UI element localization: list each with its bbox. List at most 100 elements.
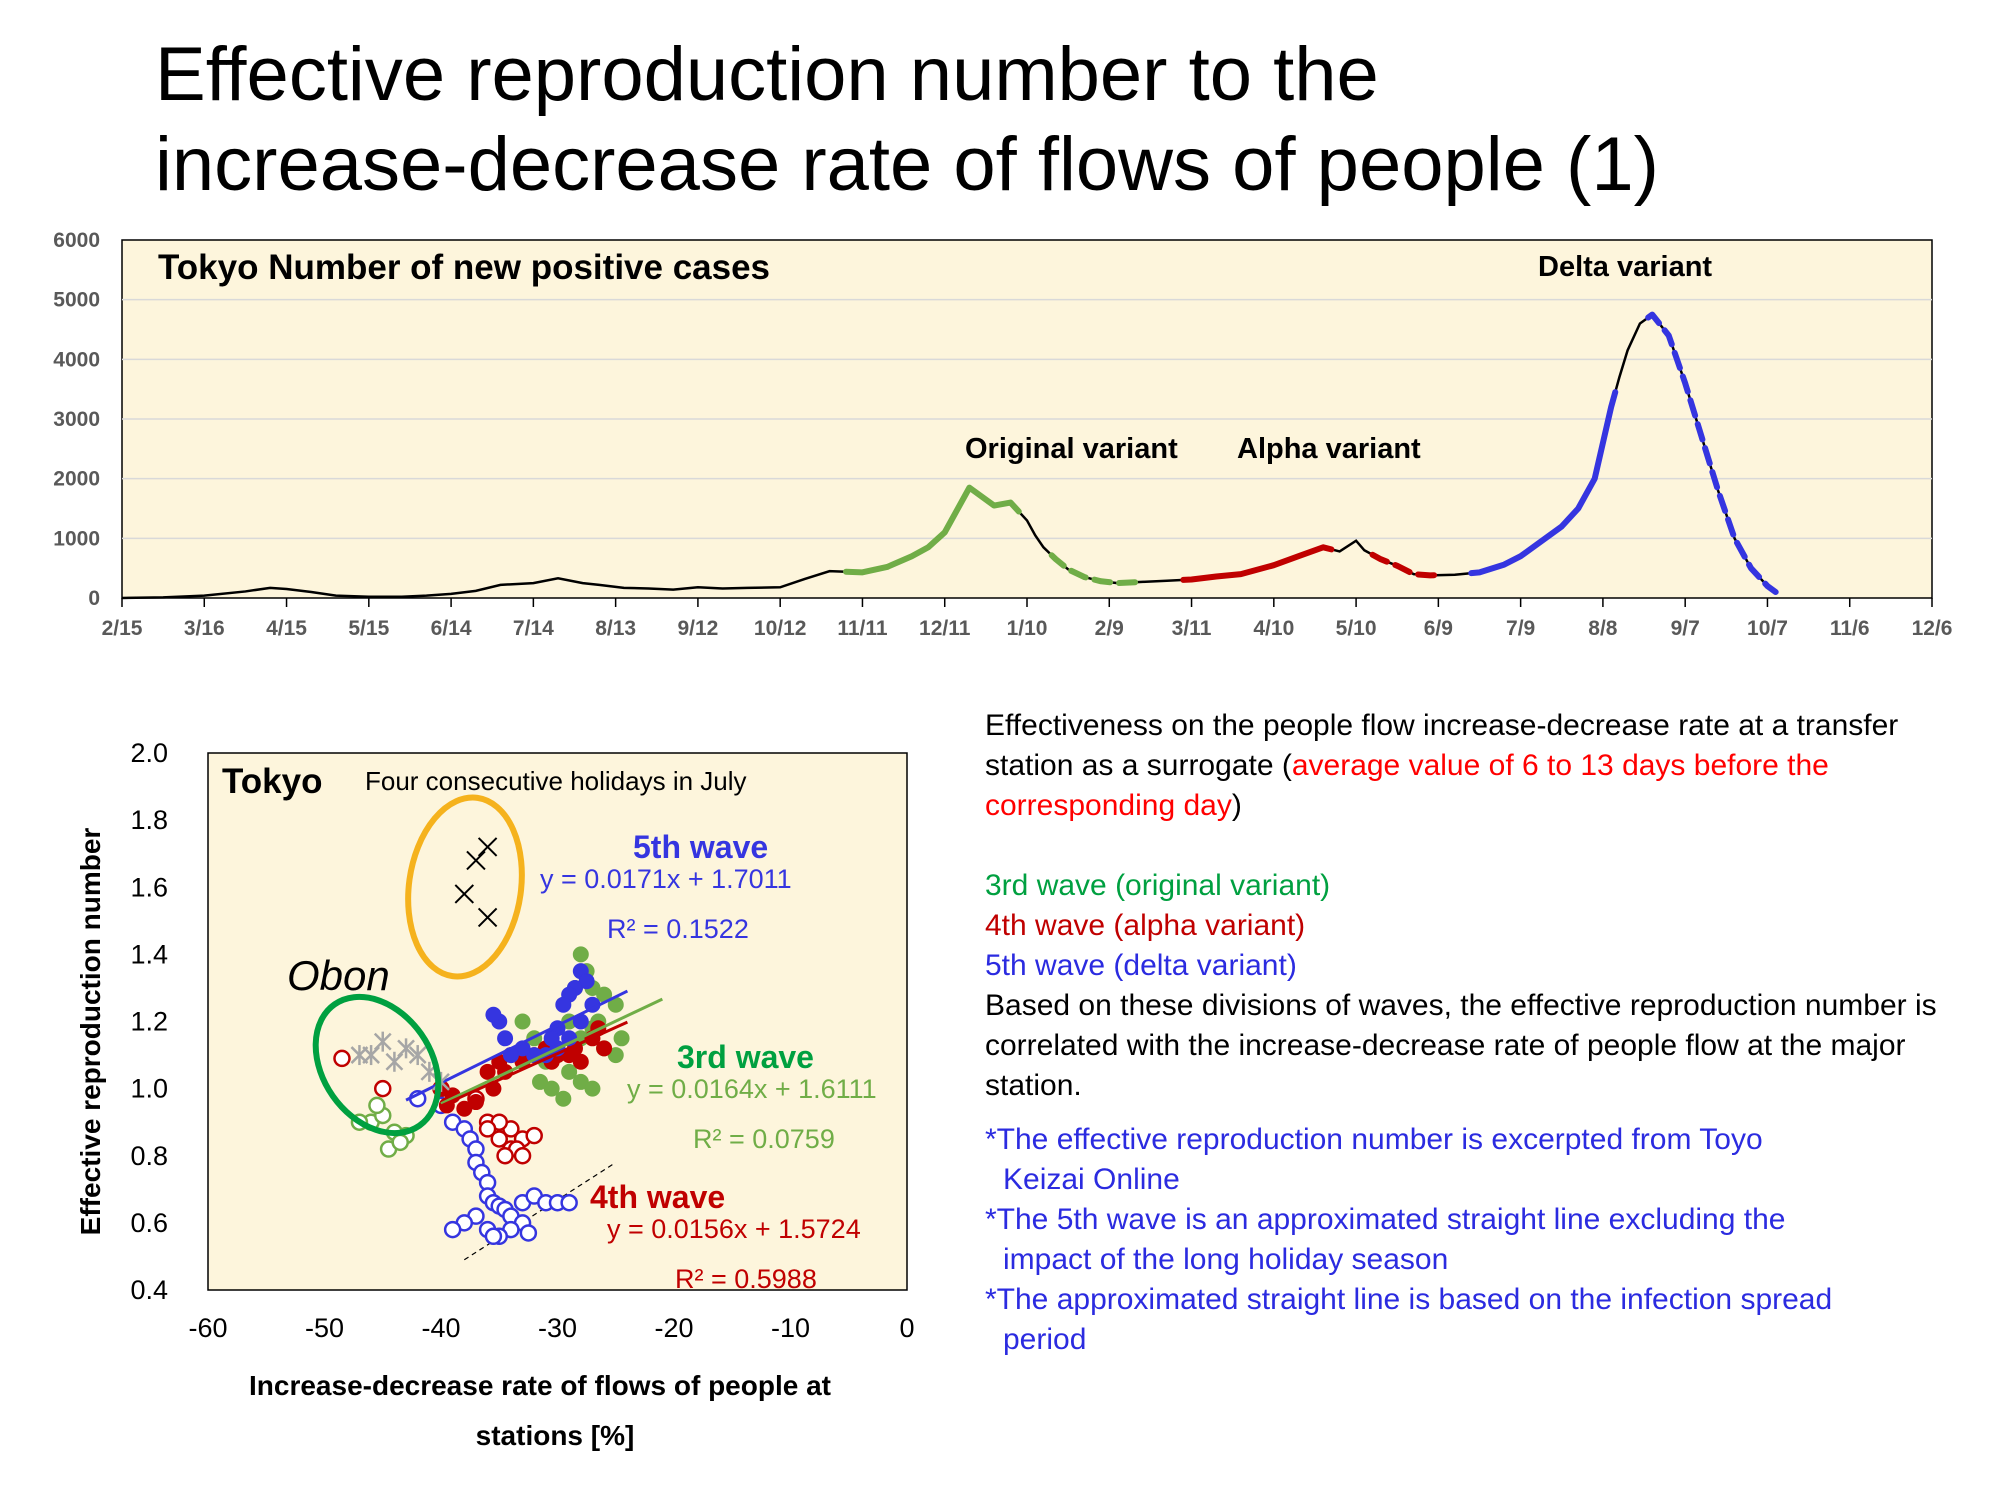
note-3-line-1: *The approximated straight line is based… <box>985 1283 1833 1316</box>
point-hollow-5th-wave <box>519 1224 538 1242</box>
title-line-2: increase-decrease rate of flows of peopl… <box>155 122 1659 207</box>
obon-ellipse <box>312 993 442 1137</box>
point-obon <box>397 1038 415 1059</box>
point-hollow-5th-wave <box>484 1227 503 1246</box>
cases-line-chart: 0 1000 2000 3000 4000 5000 6000 2/15 3/16 4/15 5/1… <box>53 229 1952 640</box>
point-3rd-wave <box>555 1090 572 1107</box>
point-hollow-4th-wave <box>525 1126 543 1145</box>
annotation-obon: Obon <box>287 952 390 999</box>
point-hollow-5th-wave <box>560 1193 578 1212</box>
y-tick-label: 1.8 <box>130 805 168 835</box>
x-tick-label: 7/9 <box>1506 617 1535 640</box>
point-3rd-wave <box>514 1013 531 1030</box>
x-tick-label: 12/11 <box>919 617 971 640</box>
point-obon <box>408 1045 427 1066</box>
equation-5th-wave: y = 0.0171x + 1.7011 <box>540 864 792 894</box>
reproduction-scatter-chart: 0.4 0.6 0.8 1.0 1.2 1.4 1.6 1.8 2.0 -60 -50 -40 -30 -… <box>75 738 915 1451</box>
intro-highlight: average value of 6 to 13 days before the… <box>985 749 1829 822</box>
point-4th-wave <box>467 1094 484 1111</box>
point-hollow-5th-wave <box>443 1220 462 1239</box>
x-tick-label: 9/12 <box>677 617 718 640</box>
y-tick-label: 0.8 <box>130 1141 168 1171</box>
y-tick-label: 2000 <box>53 468 100 491</box>
x-tick-label: -40 <box>421 1313 460 1343</box>
point-3rd-wave <box>532 1073 549 1090</box>
x-tick-label: 9/7 <box>1671 617 1700 640</box>
point-4th-wave <box>596 1040 613 1057</box>
y-tick-label: 1.6 <box>130 872 168 902</box>
equation-3rd-wave: y = 0.0164x + 1.6111 <box>627 1074 877 1104</box>
x-tick-label: 4/10 <box>1253 617 1294 640</box>
point-obon <box>373 1031 392 1052</box>
intro-text: Effectiveness on the people flow increas… <box>985 709 1899 782</box>
x-tick-label: 1/10 <box>1007 617 1048 640</box>
equation-4th-wave: y = 0.0156x + 1.5724 <box>607 1214 861 1244</box>
series-segment-5th-wave <box>1645 311 1779 596</box>
body-paragraph: Based on these divisions of waves, the e… <box>985 989 1937 1102</box>
label-5th-wave: 5th wave <box>633 829 768 865</box>
x-tick-label: 6/14 <box>431 617 472 640</box>
y-tick-label: 0.4 <box>130 1275 168 1305</box>
slide-title: Effective reproduction number to the inc… <box>155 30 1955 210</box>
wave5-legend: 5th wave (delta variant) <box>985 949 1297 982</box>
x-tick-label: 5/15 <box>348 617 389 640</box>
point-obon <box>350 1045 369 1066</box>
holiday-marker-stroke <box>477 907 498 928</box>
y-tick-label: 2.0 <box>130 738 168 768</box>
y-tick-label: 1.2 <box>130 1007 168 1037</box>
label-4th-wave: 4th wave <box>590 1179 725 1215</box>
x-tick-label: -50 <box>305 1313 344 1343</box>
x-tick-label: 0 <box>899 1313 914 1343</box>
point-4th-wave <box>572 1053 589 1070</box>
title-line-1: Effective reproduction number to the <box>155 32 1379 117</box>
r2-5th-wave: R² = 0.1522 <box>607 914 749 944</box>
x-axis-label-line-1: Increase-decrease rate of flows of peopl… <box>249 1370 831 1401</box>
point-5th-wave <box>543 1030 560 1047</box>
point-hollow-4th-wave <box>478 1120 497 1138</box>
fit-line-3rd-wave <box>440 997 663 1106</box>
y-tick-label: 4000 <box>53 348 100 371</box>
point-3rd-wave <box>572 946 589 963</box>
note-1-line-1: *The effective reproduction number is ex… <box>985 1123 1763 1156</box>
point-hollow-4th-wave <box>333 1049 351 1068</box>
x-tick-label: -30 <box>538 1313 577 1343</box>
x-tick-label: -10 <box>771 1313 810 1343</box>
point-3rd-wave <box>584 1080 601 1097</box>
point-holiday <box>477 907 498 928</box>
x-tick-label: 3/11 <box>1172 617 1212 640</box>
description-panel: Effectiveness on the people flow increas… <box>985 706 1985 1360</box>
point-hollow-4th-wave <box>374 1079 392 1098</box>
series-segment-4th-wave <box>1180 544 1335 583</box>
x-tick-label: 2/15 <box>102 617 143 640</box>
y-tick-label: 1.0 <box>130 1074 168 1104</box>
r2-3rd-wave: R² = 0.0759 <box>693 1124 835 1154</box>
x-tick-label: 8/8 <box>1588 617 1618 640</box>
x-tick-label: -60 <box>188 1313 227 1343</box>
point-5th-wave <box>485 1006 502 1023</box>
point-5th-wave <box>555 996 572 1013</box>
y-tick-label: 1000 <box>53 527 100 550</box>
annotation-delta: Delta variant <box>1538 251 1712 283</box>
wave3-legend: 3rd wave (original variant) <box>985 869 1331 902</box>
holiday-marker-stroke <box>466 850 486 871</box>
scatter-subtitle: Four consecutive holidays in July <box>365 766 747 796</box>
intro-end: ) <box>1231 789 1242 822</box>
point-holiday <box>466 850 486 871</box>
note-2-line-1: *The 5th wave is an approximated straigh… <box>985 1203 1786 1236</box>
point-hollow-3rd-wave <box>368 1096 386 1115</box>
point-hollow-3rd-wave <box>391 1133 409 1152</box>
annotation-original: Original variant <box>965 433 1178 465</box>
holiday-marker-stroke <box>454 884 475 904</box>
y-tick-label: 1.4 <box>130 939 168 969</box>
x-tick-label: 10/12 <box>754 617 807 640</box>
x-tick-label: 6/9 <box>1424 617 1453 640</box>
y-axis-label: Effective reproduction number <box>75 828 106 1236</box>
fit-line-5th-wave <box>405 989 629 1102</box>
x-tick-label: 11/11 <box>837 617 888 640</box>
y-tick-label: 6000 <box>53 229 100 252</box>
note-3-line-2: period <box>1003 1323 1087 1356</box>
holiday-ellipse <box>405 794 525 980</box>
notes-list: *The effective reproduction number is ex… <box>985 1120 1985 1360</box>
note-2-line-2: impact of the long holiday season <box>1003 1243 1449 1276</box>
point-obon <box>385 1051 404 1072</box>
